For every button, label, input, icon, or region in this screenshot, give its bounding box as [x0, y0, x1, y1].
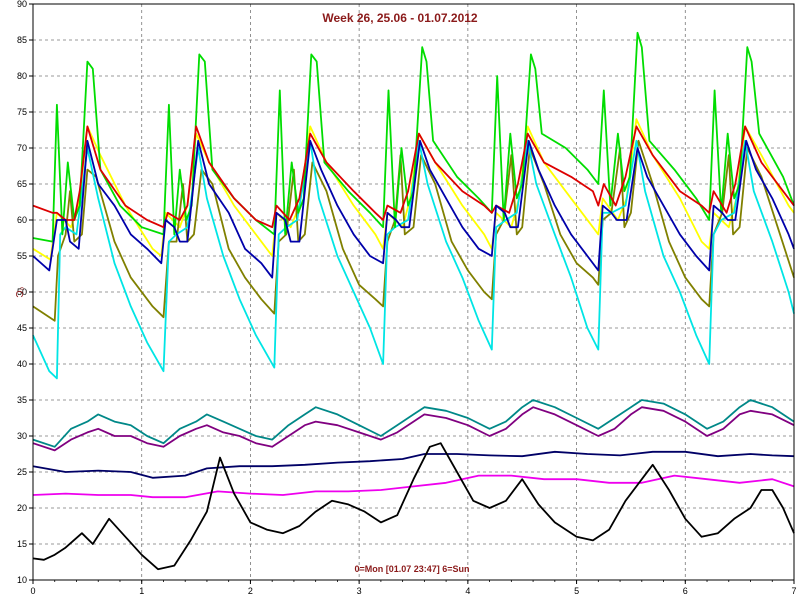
series-line-10	[32, 474, 795, 499]
x-tick-label: 0	[30, 586, 35, 596]
series-line-7	[32, 399, 795, 448]
y-tick-label: 55	[17, 251, 27, 261]
x-tick-label: 4	[465, 586, 470, 596]
y-tick-label: 30	[17, 431, 27, 441]
y-axis-label: °C	[13, 286, 24, 297]
y-tick-label: 25	[17, 467, 27, 477]
y-tick-label: 45	[17, 323, 27, 333]
y-tick-label: 75	[17, 107, 27, 117]
y-tick-label: 60	[17, 215, 27, 225]
y-tick-label: 40	[17, 359, 27, 369]
plot-frame	[32, 3, 795, 581]
series-line-6	[32, 139, 795, 279]
series-line-3	[32, 139, 795, 380]
y-tick-label: 15	[17, 539, 27, 549]
series-line-5	[32, 125, 795, 229]
x-tick-label: 7	[791, 586, 796, 596]
y-tick-label: 65	[17, 179, 27, 189]
x-tick-label: 6	[683, 586, 688, 596]
x-tick-label: 3	[357, 586, 362, 596]
y-tick-label: 50	[17, 287, 27, 297]
series-line-8	[32, 406, 795, 452]
y-tick-label: 90	[17, 0, 27, 9]
series-line-4	[32, 31, 795, 243]
x-tick-label: 5	[574, 586, 579, 596]
y-tick-label: 80	[17, 71, 27, 81]
series-line-11	[32, 442, 795, 571]
series-layer	[32, 31, 795, 571]
axes	[29, 3, 795, 584]
x-tick-label: 1	[139, 586, 144, 596]
y-tick-label: 10	[17, 575, 27, 585]
series-line-9	[32, 450, 795, 479]
x-tick-label: 2	[248, 586, 253, 596]
y-tick-label: 35	[17, 395, 27, 405]
y-tick-label: 20	[17, 503, 27, 513]
y-tick-label: 85	[17, 35, 27, 45]
chart-footer: 0=Mon [01.07 23:47] 6=Sun	[354, 564, 469, 574]
chart-title: Week 26, 25.06 - 01.07.2012	[322, 11, 478, 25]
y-tick-label: 70	[17, 143, 27, 153]
